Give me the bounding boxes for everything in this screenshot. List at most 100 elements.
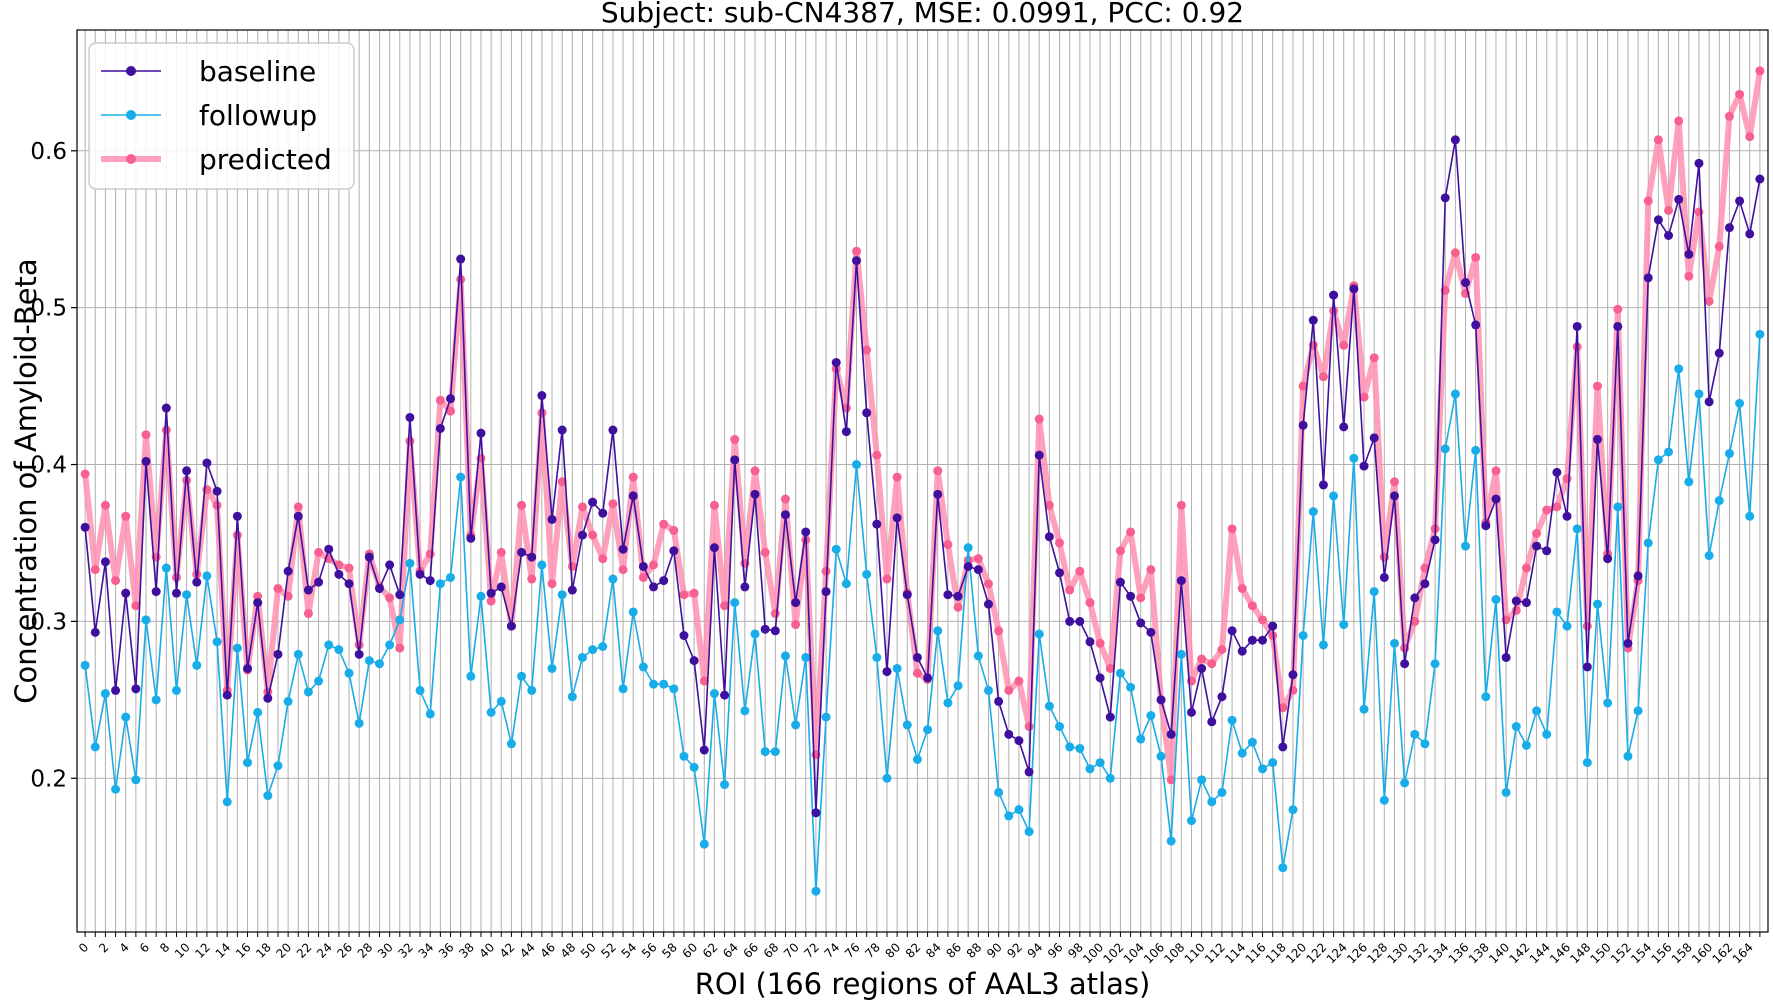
data-point-baseline [1176, 576, 1186, 586]
data-point-baseline [171, 588, 181, 598]
data-point-predicted [618, 565, 628, 575]
data-point-predicted [1511, 605, 1521, 615]
data-point-followup [334, 645, 344, 655]
data-point-predicted [577, 502, 587, 512]
data-point-predicted [1724, 111, 1734, 121]
data-point-followup [669, 684, 679, 694]
data-point-followup [1166, 836, 1176, 846]
data-point-followup [1491, 594, 1501, 604]
data-point-followup [1349, 453, 1359, 463]
data-point-predicted [121, 511, 131, 521]
data-point-followup [1247, 737, 1257, 747]
data-point-baseline [1572, 321, 1582, 331]
data-point-predicted [446, 406, 456, 416]
data-point-followup [1075, 743, 1085, 753]
data-point-predicted [314, 547, 324, 557]
data-point-baseline [1430, 535, 1440, 545]
data-point-followup [862, 569, 872, 579]
data-point-baseline [486, 588, 496, 598]
data-point-baseline [202, 458, 212, 468]
data-point-followup [953, 681, 963, 691]
data-point-predicted [111, 576, 121, 586]
x-tick-label: 44 [517, 940, 538, 961]
data-point-followup [1481, 692, 1491, 702]
data-point-baseline [415, 569, 425, 579]
data-point-followup [1095, 758, 1105, 768]
data-point-baseline [1552, 467, 1562, 477]
data-point-followup [1633, 706, 1643, 716]
chart-title: Subject: sub-CN4387, MSE: 0.0991, PCC: 0… [601, 0, 1244, 29]
x-tick-label: 64 [720, 940, 741, 961]
data-point-baseline [882, 667, 892, 677]
data-point-predicted [699, 676, 709, 686]
legend-marker-baseline [126, 66, 136, 76]
x-tick-label: 32 [395, 940, 416, 961]
data-point-baseline [527, 552, 537, 562]
data-point-followup [324, 640, 334, 650]
data-point-baseline [740, 582, 750, 592]
data-point-followup [446, 572, 456, 582]
data-point-baseline [1146, 627, 1156, 637]
data-point-predicted [1136, 593, 1146, 603]
data-point-baseline [1735, 196, 1745, 206]
data-point-followup [222, 797, 232, 807]
data-point-baseline [872, 519, 882, 529]
data-point-baseline [973, 565, 983, 575]
data-point-predicted [1176, 500, 1186, 510]
x-tick-label: 30 [375, 940, 396, 961]
data-point-followup [1004, 811, 1014, 821]
x-tick-label: 66 [740, 940, 761, 961]
x-tick-label: 62 [700, 940, 721, 961]
x-tick-label: 18 [253, 940, 274, 961]
data-point-followup [1146, 711, 1156, 721]
data-point-predicted [1684, 271, 1694, 281]
series-followup [80, 329, 1765, 896]
x-tick-label: 0 [76, 940, 91, 955]
data-point-baseline [730, 455, 740, 465]
data-point-followup [1359, 704, 1369, 714]
data-point-predicted [1024, 722, 1034, 731]
data-point-predicted [1298, 381, 1308, 391]
data-point-predicted [1410, 616, 1420, 626]
data-point-followup [801, 652, 811, 662]
data-point-followup [1521, 740, 1531, 750]
data-point-predicted [1674, 116, 1684, 126]
x-tick-label: 92 [1004, 940, 1025, 961]
data-point-baseline [334, 569, 344, 579]
data-point-baseline [1278, 742, 1288, 752]
data-point-followup [1714, 496, 1724, 506]
data-point-followup [1369, 587, 1379, 597]
data-point-predicted [1105, 663, 1115, 673]
x-tick-label: 80 [883, 940, 904, 961]
data-point-baseline [1318, 480, 1328, 490]
x-tick-label: 20 [274, 940, 295, 961]
data-point-baseline [405, 412, 415, 422]
data-point-followup [659, 679, 669, 689]
gridlines [77, 30, 1768, 932]
data-point-baseline [1065, 616, 1075, 626]
x-tick-label: 42 [497, 940, 518, 961]
data-point-predicted [1745, 132, 1755, 142]
data-point-predicted [750, 466, 760, 476]
data-point-followup [1105, 773, 1115, 783]
data-point-predicted [1613, 304, 1623, 314]
data-point-followup [740, 706, 750, 716]
data-point-baseline [100, 557, 110, 567]
data-point-predicted [628, 472, 638, 482]
x-tick-label: 16 [233, 940, 254, 961]
data-point-predicted [425, 549, 435, 559]
data-point-baseline [1623, 638, 1633, 648]
data-point-followup [253, 707, 263, 717]
data-point-baseline [1481, 521, 1491, 531]
data-point-followup [831, 544, 841, 554]
data-point-followup [882, 773, 892, 783]
x-tick-label: 96 [1045, 940, 1066, 961]
data-point-followup [1389, 638, 1399, 648]
data-point-baseline [1643, 273, 1653, 283]
data-point-baseline [649, 582, 659, 592]
data-point-followup [1258, 764, 1268, 774]
data-point-followup [537, 560, 547, 570]
data-point-followup [699, 839, 709, 849]
data-point-followup [425, 709, 435, 719]
data-point-predicted [1237, 583, 1247, 593]
